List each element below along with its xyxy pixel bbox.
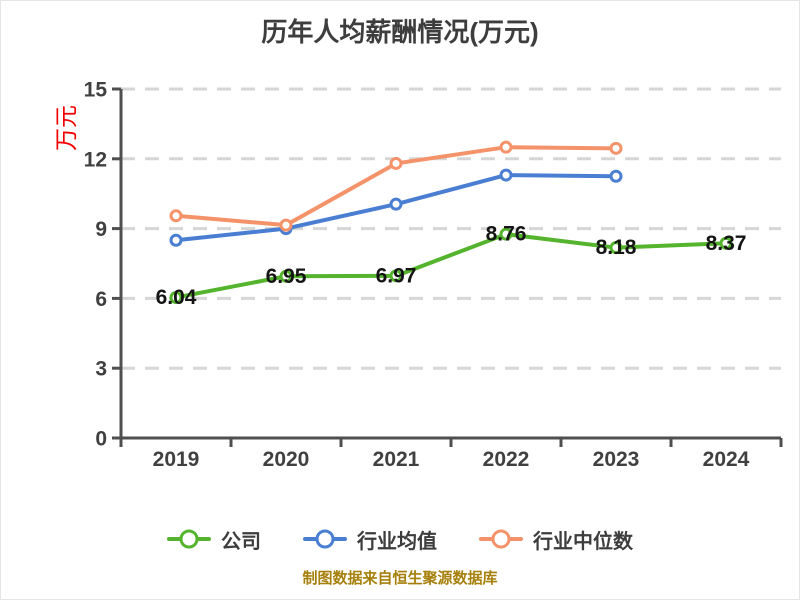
data-label-company-2019: 6.04 <box>156 286 197 309</box>
y-axis-tick-label: 12 <box>84 148 107 171</box>
legend-item-company: 公司 <box>167 525 261 554</box>
data-source-note: 制图数据来自恒生聚源数据库 <box>302 570 498 587</box>
series-point-industry-average <box>499 168 513 182</box>
data-label-company-2023: 8.18 <box>596 236 637 259</box>
industry-average-series-marker-icon <box>303 529 347 549</box>
series-point-company <box>279 269 293 283</box>
series-point-industry-average <box>169 233 183 247</box>
series-point-industry-average <box>389 197 403 211</box>
legend-label-industry-median: 行业中位数 <box>533 530 633 553</box>
series-point-industry-median <box>389 156 403 170</box>
legend-label-company: 公司 <box>221 530 261 553</box>
series-line-company <box>174 232 728 300</box>
series-point-industry-median <box>609 141 623 155</box>
series-point-industry-median <box>169 209 183 223</box>
legend-item-industry-average: 行业均值 <box>303 525 437 554</box>
x-axis-tick-label: 2021 <box>373 448 420 471</box>
y-axis-tick-label: 9 <box>95 218 107 241</box>
x-axis-tick-label: 2019 <box>153 448 200 471</box>
series-point-industry-average <box>609 169 623 183</box>
data-label-company-2022: 8.76 <box>486 223 527 246</box>
x-axis-tick-label: 2024 <box>703 448 750 471</box>
series-point-industry-median <box>499 140 513 154</box>
company-series-marker-icon <box>167 529 211 549</box>
series-point-company <box>609 241 623 255</box>
y-axis-tick-label: 0 <box>95 428 107 451</box>
y-axis-tick-label: 6 <box>95 288 107 311</box>
x-axis-tick-label: 2020 <box>263 448 310 471</box>
series-point-company <box>169 290 183 304</box>
legend-label-industry-average: 行业均值 <box>357 530 437 553</box>
data-label-company-2021: 6.97 <box>376 264 417 287</box>
data-label-company-2020: 6.95 <box>266 265 307 288</box>
chart-title: 历年人均薪酬情况(万元) <box>261 17 539 47</box>
series-point-company <box>499 227 513 241</box>
x-axis-tick-label: 2022 <box>483 448 530 471</box>
series-point-industry-median <box>279 218 293 232</box>
y-axis-tick-label: 15 <box>84 79 108 102</box>
x-axis-tick-label: 2023 <box>593 448 640 471</box>
series-point-company <box>389 269 403 283</box>
industry-median-series-marker-icon <box>479 529 523 549</box>
legend-item-industry-median: 行业中位数 <box>479 525 633 554</box>
series-point-company <box>719 236 733 250</box>
data-label-company-2024: 8.37 <box>706 232 747 255</box>
legend: 公司 行业均值 行业中位数 <box>1 522 799 556</box>
y-axis-tick-label: 3 <box>95 358 107 381</box>
